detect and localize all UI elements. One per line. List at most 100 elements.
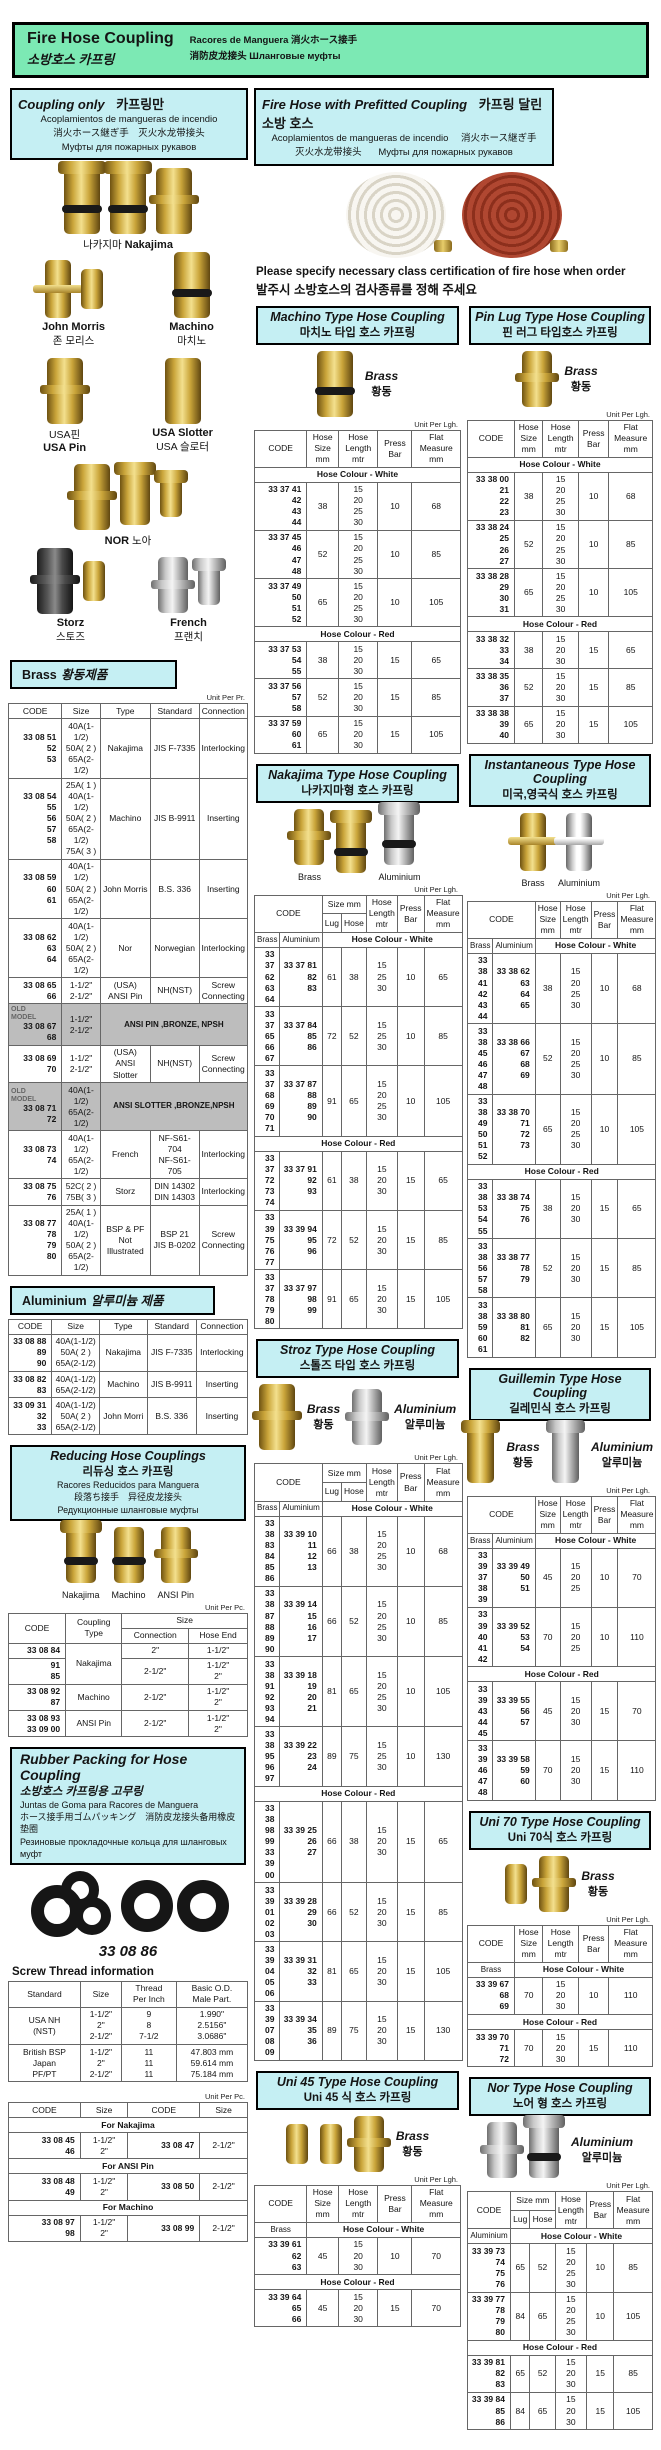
table-cell: Press Bar <box>577 419 610 458</box>
section-guillemin-type: Guillemin Type Hose Coupling 길레민식 호스 카프링… <box>460 1367 657 1801</box>
rubber-ru: Резиновые прокладочные кольца для шланго… <box>20 1836 227 1859</box>
material-label-brass: Brass 황동 <box>365 369 398 399</box>
table-cell: 10 <box>377 2236 413 2276</box>
machino-type-photos: Brass 황동 <box>254 350 461 417</box>
table-cell: 65 <box>608 631 653 670</box>
page-title-korean: 소방호스 카프링 <box>27 52 115 67</box>
prefitted-en: Fire Hose with Prefitted Coupling <box>262 97 468 112</box>
nakajima-type-photos: Brass Aluminium <box>254 801 461 882</box>
table-cell: 33 39 81 82 83 <box>467 2354 511 2393</box>
table-cell: Brass <box>466 1532 494 1549</box>
unit-per-length-label: Unit Per Lgh. <box>414 419 458 429</box>
order-note: Please specify necessary class certifica… <box>256 266 653 298</box>
table-cell: 33 37 49 50 51 52 <box>253 578 308 628</box>
table-cell: 15 20 30 <box>365 1269 398 1330</box>
table-cell: JIS F-7335 <box>146 1333 197 1373</box>
table-cell: 33 39 28 29 30 <box>279 1882 323 1943</box>
table-cell: CODE <box>7 703 63 720</box>
rubber-ring <box>73 1896 111 1935</box>
table-cell: 40A(1-1/2) 65A(2-1/2) <box>61 1130 101 1180</box>
table-cell: Interlocking <box>195 1333 249 1373</box>
nakajima-coupling-photo <box>58 161 106 235</box>
table-cell: 15 20 25 30 <box>554 2243 588 2293</box>
table-cell: Standard <box>8 1980 81 2008</box>
unit-per-length-label: Unit Per Lgh. <box>606 409 650 419</box>
table-cell: 9 8 7-1/2 <box>120 2006 177 2046</box>
table-cell: CODE <box>7 1612 67 1644</box>
table-cell: Size <box>199 2102 248 2119</box>
table-cell: 33 38 77 78 79 <box>492 1238 536 1299</box>
table-cell: 33 08 99 <box>127 2214 201 2242</box>
table-cell: 15 <box>396 1800 425 1884</box>
table-cell: 40A(1-1/2) 50A( 2 ) 65A(2-1/2) <box>51 1397 101 1436</box>
table-cell: 45 <box>306 2289 339 2328</box>
table-cell: 15 <box>577 705 610 744</box>
table-cell: 70 <box>411 2236 461 2276</box>
table-cell: 15 <box>396 2000 425 2061</box>
prefitted-line3: 灭火水龙带接头 Муфты для пожарных рукавов <box>262 146 546 160</box>
aluminium-products-title-ko: 알루미늄 제품 <box>91 1293 164 1308</box>
table-cell: Connection <box>121 1627 190 1644</box>
table-cell: 52 <box>306 678 339 717</box>
table-cell: 65 <box>529 2291 556 2341</box>
table-band-cell: Hose Colour - White <box>321 1500 463 1517</box>
table-cell: 15 20 30 <box>554 2391 588 2431</box>
table-cell: 38 <box>534 1178 561 1240</box>
table-cell: OLD MODEL 33 08 67 68 <box>7 1003 63 1046</box>
table-cell: 40A(1-1/2) 50A( 2 ) 65A(2-1/2) <box>51 1333 101 1373</box>
table-band-cell: Hose Colour - White <box>514 1961 653 1978</box>
table-cell: 33 37 84 85 86 <box>279 1006 323 1067</box>
table-cell: Hose Length mtr <box>559 900 592 939</box>
table-cell: 10 <box>396 1656 425 1728</box>
table-cell: 105 <box>411 578 461 628</box>
table-cell: 10 <box>577 471 610 521</box>
table-cell: 15 20 25 30 <box>365 1656 398 1728</box>
nor-coupling-photo <box>114 462 156 526</box>
john-morris-photo-tile: John Morris 존 모리스 <box>32 260 105 348</box>
unit-per-pair-label: Unit Per Pr. <box>206 693 245 703</box>
table-cell: 33 38 53 54 55 <box>466 1178 494 1240</box>
old-model-label: OLD MODEL <box>11 1087 37 1103</box>
uni45-title-ko: Uni 45 식 호스 카프링 <box>303 2091 412 2104</box>
table-cell: Press Bar <box>586 2191 615 2230</box>
material-label-brass: Brass 황동 <box>564 364 597 394</box>
table-cell: Lug <box>321 1482 342 1502</box>
table-cell: 66 <box>321 1882 342 1943</box>
banner-sub1: Racores de Manguera 消火ホース接手 <box>189 35 358 46</box>
table-cell: Hose Size mm <box>534 1495 561 1534</box>
table-cell: 33 38 35 36 37 <box>467 668 515 707</box>
nakajima-type-brass-photo <box>287 808 332 865</box>
old-model-label: OLD MODEL <box>11 1005 37 1021</box>
table-cell: 15 25 30 <box>365 946 398 1008</box>
section-aluminium-products: Aluminium 알루미늄 제품 CODE Size Type Standard Co… <box>7 1285 249 1436</box>
stroz-type-title-en: Stroz Type Hose Coupling <box>279 1343 436 1358</box>
section-pin-lug-type: Pin Lug Type Hose Coupling 핀 러그 타입호스 카프링… <box>467 305 653 744</box>
unit-per-piece-label: Unit Per Pc. <box>204 1602 245 1612</box>
table-cell: 33 08 48 49 <box>8 2173 81 2201</box>
section-uni45-type: Uni 45 Type Hose Coupling Uni 45 식 호스 카프… <box>253 2070 461 2328</box>
table-cell: 33 08 97 98 <box>8 2214 81 2242</box>
nakajima-coupling-photo <box>104 161 152 235</box>
table-cell: 15 <box>396 1150 425 1211</box>
table-cell: 33 37 59 60 61 <box>253 715 308 754</box>
table-cell: 33 39 07 08 09 <box>253 2000 281 2061</box>
table-cell: Flat Measure mm <box>617 900 657 939</box>
french-label-ko: 프랜치 <box>174 631 203 644</box>
table-cell: 70 <box>513 2029 544 2068</box>
banner-sub2: 消防皮龙接头 Шланговые муфты <box>189 51 341 63</box>
rubber-ring <box>121 1879 173 1932</box>
stroz-type-aluminium-photo <box>345 1389 390 1446</box>
table-cell: Hose <box>340 1482 367 1502</box>
table-cell: 33 37 56 57 58 <box>253 678 308 717</box>
table-band-cell: Hose Colour - Red <box>254 626 461 643</box>
table-cell: 110 <box>617 1740 657 1801</box>
instantaneous-title-ko: 미국,영국식 호스 카프링 <box>502 788 618 801</box>
table-cell: 65 <box>617 1178 657 1240</box>
table-cell: CODE <box>467 1924 515 1963</box>
table-cell: Hose Length mtr <box>337 429 379 468</box>
table-cell: 85 <box>423 1882 463 1943</box>
table-cell: 38 <box>306 641 339 680</box>
table-cell: 33 39 61 62 63 <box>253 2236 308 2276</box>
table-cell: 40A(1-1/2) 50A( 2 ) 65A(2-1/2) <box>61 858 101 920</box>
